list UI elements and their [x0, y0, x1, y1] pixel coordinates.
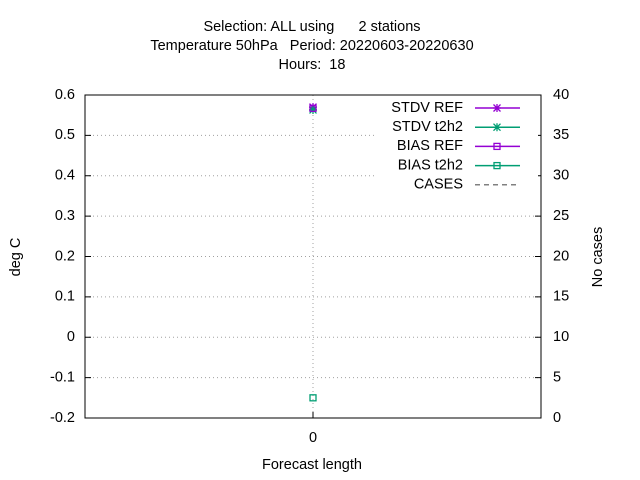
y-tick-label: 0.2	[55, 248, 75, 264]
legend-box	[376, 97, 538, 193]
marker	[493, 104, 501, 112]
data-point	[309, 104, 317, 112]
y-tick-label: 0.1	[55, 289, 75, 305]
y2-tick-label: 35	[553, 127, 569, 143]
y-tick-label: 0.3	[55, 208, 75, 224]
y-tick-label: 0.6	[55, 87, 75, 103]
y2-tick-label: 5	[553, 369, 561, 385]
y-tick-label: 0.4	[55, 168, 75, 184]
x-tick-label: 0	[309, 430, 317, 446]
marker	[493, 142, 501, 151]
y2-tick-label: 30	[553, 168, 569, 184]
plot-border	[84, 94, 542, 419]
y-axis-label: deg C	[8, 238, 24, 277]
y2-tick-label: 10	[553, 329, 569, 345]
marker	[493, 123, 501, 132]
legend-label: BIAS REF	[397, 138, 463, 154]
legend-label: BIAS t2h2	[398, 157, 463, 173]
y-tick-label: 0.5	[55, 127, 75, 143]
y2-tick-label: 40	[553, 87, 569, 103]
legend-label: CASES	[414, 177, 463, 193]
y-tick-label: -0.1	[50, 369, 75, 385]
y2-axis-label: No cases	[590, 227, 606, 287]
chart-subtitle: Hours: 18	[279, 57, 346, 73]
chart-title: Selection: ALL using 2 stations	[203, 19, 420, 35]
legend-label: STDV REF	[391, 100, 463, 116]
y2-tick-label: 15	[553, 289, 569, 305]
y-tick-label: -0.2	[50, 410, 75, 426]
data-point	[309, 105, 317, 114]
y2-tick-label: 20	[553, 248, 569, 264]
y-tick-label: 0	[67, 329, 75, 345]
chart-subtitle: Temperature 50hPa Period: 20220603-20220…	[150, 38, 473, 54]
marker	[493, 161, 501, 170]
x-axis-label: Forecast length	[262, 457, 362, 473]
y2-tick-label: 0	[553, 410, 561, 426]
y2-tick-label: 25	[553, 208, 569, 224]
data-point	[309, 394, 317, 402]
legend-label: STDV t2h2	[392, 119, 463, 135]
